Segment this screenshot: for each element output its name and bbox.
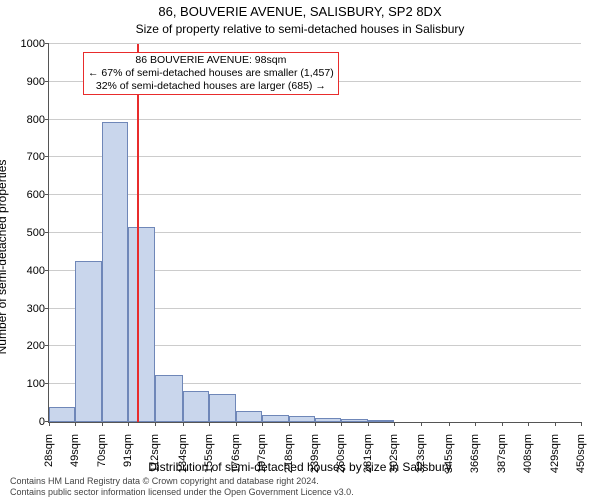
annotation-line1: 86 BOUVERIE AVENUE: 98sqm [88,54,334,67]
xtick-mark [128,422,129,426]
reference-vline [137,44,139,422]
ytick-label: 300 [27,303,45,315]
ytick-label: 200 [27,340,45,352]
ytick-mark [45,270,49,271]
histogram-bar [128,227,154,422]
xtick-mark [183,422,184,426]
ytick-mark [45,383,49,384]
annotation-line2: ← 67% of semi-detached houses are smalle… [88,67,334,80]
xtick-mark [49,422,50,426]
chart-plot-area: 0100200300400500600700800900100028sqm49s… [48,44,581,423]
xtick-mark [368,422,369,426]
ytick-label: 700 [27,151,45,163]
histogram-bar [183,391,209,422]
histogram-bar [75,261,101,422]
ytick-label: 900 [27,76,45,88]
ytick-label: 600 [27,189,45,201]
xtick-mark [289,422,290,426]
xtick-mark [502,422,503,426]
xtick-mark [102,422,103,426]
ytick-label: 100 [27,378,45,390]
footer: Contains HM Land Registry data © Crown c… [10,476,354,498]
ytick-mark [45,308,49,309]
histogram-bar [341,419,367,422]
y-axis-title: Number of semi-detached properties [0,160,9,355]
histogram-bar [209,394,235,422]
ytick-mark [45,156,49,157]
gridline [49,156,581,157]
xtick-mark [315,422,316,426]
histogram-bar [102,122,128,423]
ytick-label: 800 [27,114,45,126]
histogram-bar [262,415,288,422]
ytick-mark [45,43,49,44]
gridline [49,119,581,120]
gridline [49,43,581,44]
ytick-mark [45,194,49,195]
histogram-bar [289,416,315,422]
footer-line1: Contains HM Land Registry data © Crown c… [10,476,354,487]
footer-line2: Contains public sector information licen… [10,487,354,498]
ytick-label: 400 [27,265,45,277]
ytick-mark [45,81,49,82]
xtick-mark [75,422,76,426]
xtick-mark [155,422,156,426]
histogram-bar [315,418,341,422]
xtick-mark [528,422,529,426]
ytick-label: 500 [27,227,45,239]
xtick-mark [209,422,210,426]
chart-title: 86, BOUVERIE AVENUE, SALISBURY, SP2 8DX [0,0,600,20]
ytick-mark [45,345,49,346]
annotation-line3: 32% of semi-detached houses are larger (… [88,80,334,93]
ytick-label: 1000 [21,38,45,50]
xtick-mark [449,422,450,426]
xtick-mark [394,422,395,426]
xtick-mark [475,422,476,426]
xtick-mark [341,422,342,426]
gridline [49,194,581,195]
x-axis-title: Distribution of semi-detached houses by … [0,460,600,474]
histogram-bar [155,375,183,422]
chart-subtitle: Size of property relative to semi-detach… [0,20,600,36]
xtick-mark [421,422,422,426]
annotation-box: 86 BOUVERIE AVENUE: 98sqm ← 67% of semi-… [83,52,339,95]
xtick-mark [581,422,582,426]
ytick-mark [45,232,49,233]
xtick-mark [555,422,556,426]
ytick-label: 0 [39,416,45,428]
xtick-mark [262,422,263,426]
xtick-mark [236,422,237,426]
histogram-bar [368,420,394,422]
histogram-bar [236,411,262,422]
histogram-bar [49,407,75,422]
ytick-mark [45,119,49,120]
